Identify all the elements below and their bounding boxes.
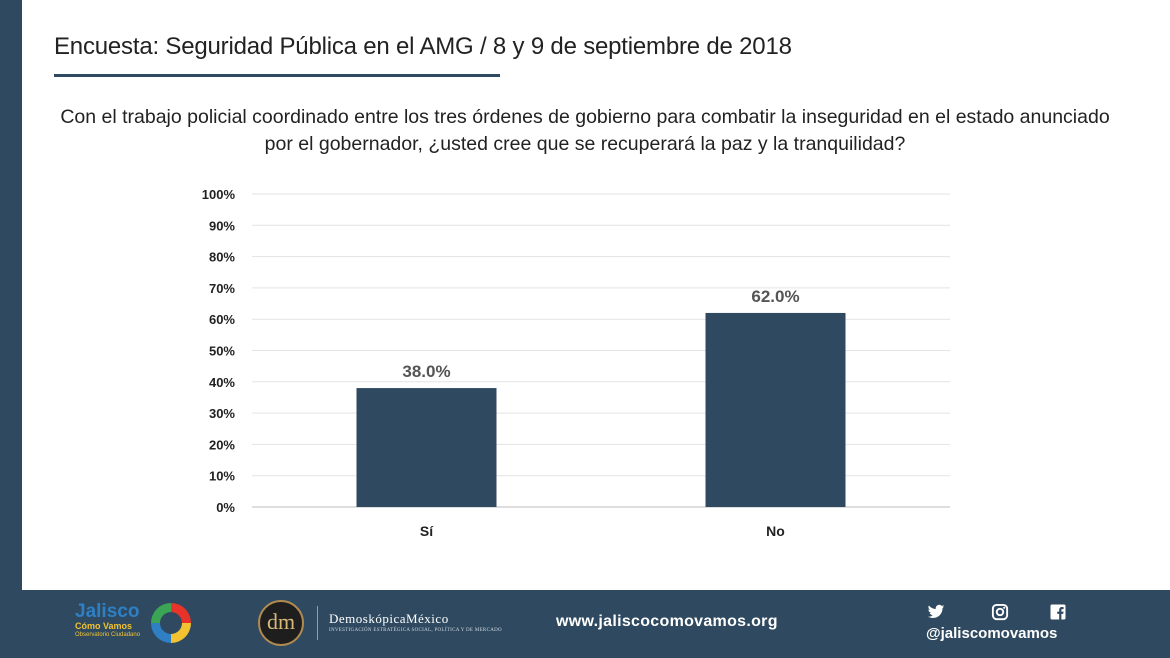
demoskopica-name: DemoskópicaMéxico — [329, 611, 449, 626]
y-tick-label: 80% — [209, 250, 235, 265]
y-tick-label: 30% — [209, 406, 235, 421]
y-tick-label: 70% — [209, 281, 235, 296]
left-accent-bar — [0, 0, 22, 590]
jalisco-logo-subtitle: Cómo Vamos — [75, 621, 133, 631]
social-handle: @jaliscomovamos — [926, 625, 1058, 642]
title-underline — [54, 74, 500, 77]
question-line-1: Con el trabajo policial coordinado entre… — [60, 106, 1110, 128]
jalisco-logo-name: Jalisco — [75, 601, 140, 622]
y-tick-label: 0% — [216, 500, 235, 515]
question-line-2: por el gobernador, ¿usted cree que se re… — [264, 133, 906, 155]
page-title: Encuesta: Seguridad Pública en el AMG / … — [54, 33, 792, 60]
footer-bar — [0, 590, 1170, 658]
y-tick-label: 60% — [209, 312, 235, 327]
facebook-icon[interactable] — [1049, 603, 1067, 621]
twitter-icon[interactable] — [927, 603, 945, 621]
y-tick-label: 100% — [202, 187, 236, 202]
x-axis-categories: Sí No — [420, 523, 785, 539]
chart-bars — [356, 312, 846, 507]
category-label: Sí — [420, 523, 434, 539]
y-tick-label: 20% — [209, 437, 235, 452]
category-label: No — [766, 523, 785, 539]
data-label: 62.0% — [751, 287, 799, 306]
bar-chart: 0% 10% 20% 30% 40% 50% 60% 70% 80% 90% 100% 38.0% 6… — [202, 187, 950, 539]
y-tick-label: 50% — [209, 344, 235, 359]
jalisco-logo-tagline: Observatorio Ciudadano — [75, 632, 141, 638]
instagram-icon[interactable] — [991, 603, 1009, 621]
bar-0 — [356, 388, 497, 507]
data-labels: 38.0% 62.0% — [402, 287, 799, 381]
demoskopica-tagline: INVESTIGACIÓN ESTRATÉGICA SOCIAL, POLÍTI… — [329, 628, 502, 633]
jalisco-como-vamos-logo[interactable]: Jalisco Cómo Vamos Observatorio Ciudadan… — [75, 601, 195, 645]
y-tick-label: 40% — [209, 375, 235, 390]
website-link[interactable]: www.jaliscocomovamos.org — [556, 613, 778, 630]
y-tick-label: 10% — [209, 469, 235, 484]
y-axis-ticks: 0% 10% 20% 30% 40% 50% 60% 70% 80% 90% 100% — [202, 187, 236, 515]
social-icons — [925, 603, 1070, 623]
bar-1 — [705, 312, 846, 507]
survey-question: Con el trabajo policial coordinado entre… — [40, 104, 1130, 158]
data-label: 38.0% — [402, 362, 450, 381]
jalisco-ring-icon — [151, 603, 191, 643]
demoskopica-monogram-logo[interactable]: dm — [258, 600, 304, 646]
logo-divider — [317, 606, 318, 640]
y-tick-label: 90% — [209, 218, 235, 233]
